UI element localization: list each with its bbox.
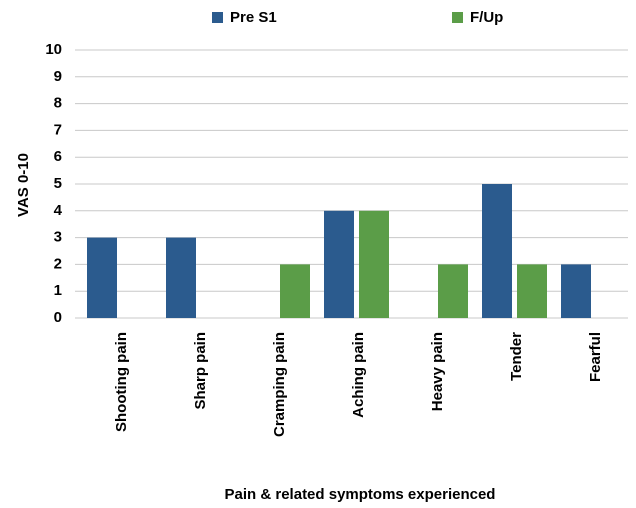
y-axis-label: VAS 0-10 (15, 153, 32, 217)
x-tick-label: Sharp pain (192, 332, 209, 410)
bar (324, 210, 354, 318)
y-tick-label: 7 (54, 121, 62, 138)
bar (359, 210, 389, 318)
x-tick-label: Cramping pain (271, 332, 288, 437)
legend-label: F/Up (470, 9, 503, 26)
bar (87, 237, 117, 318)
bar (166, 237, 196, 318)
bar (438, 264, 468, 318)
y-tick-label: 1 (54, 282, 62, 299)
legend-swatch (212, 12, 223, 23)
y-tick-label: 3 (54, 229, 62, 246)
y-tick-label: 4 (54, 202, 63, 219)
x-tick-label: Shooting pain (113, 332, 130, 432)
x-tick-label: Fearful (587, 332, 604, 382)
x-tick-label: Aching pain (350, 332, 367, 418)
x-axis-label: Pain & related symptoms experienced (225, 486, 496, 503)
bar (280, 264, 310, 318)
x-tick-label: Heavy pain (429, 332, 446, 411)
y-tick-label: 9 (54, 68, 62, 85)
y-tick-label: 2 (54, 255, 62, 272)
y-tick-label: 0 (54, 309, 62, 326)
y-tick-label: 10 (45, 41, 62, 58)
x-tick-label: Tender (508, 332, 525, 381)
bar (561, 264, 591, 318)
y-tick-label: 8 (54, 95, 62, 112)
bar (517, 264, 547, 318)
bar (482, 184, 512, 318)
legend-swatch (452, 12, 463, 23)
y-tick-label: 6 (54, 148, 62, 165)
y-tick-label: 5 (54, 175, 62, 192)
legend-label: Pre S1 (230, 9, 277, 26)
